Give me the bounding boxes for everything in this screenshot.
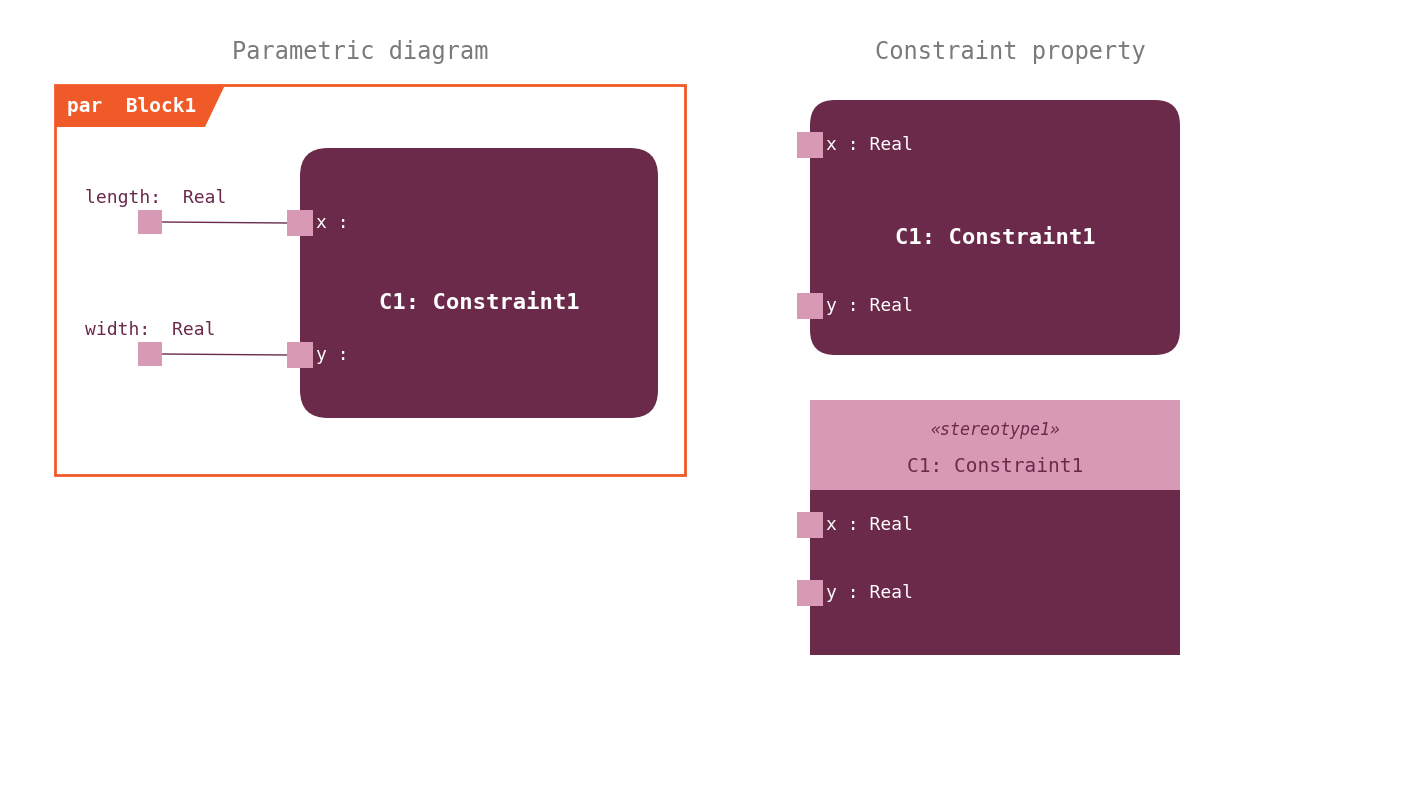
Bar: [797, 512, 822, 538]
Text: y : Real: y : Real: [825, 297, 914, 315]
Text: y :: y :: [316, 346, 349, 364]
Bar: [797, 132, 822, 158]
Bar: [287, 342, 313, 368]
Text: C1: Constraint1: C1: Constraint1: [906, 457, 1083, 477]
Text: length:  Real: length: Real: [85, 189, 226, 207]
Text: C1: Constraint1: C1: Constraint1: [379, 293, 579, 313]
Text: «stereotype1»: «stereotype1»: [931, 421, 1060, 439]
Text: y : Real: y : Real: [825, 584, 914, 602]
Bar: [138, 342, 162, 366]
Bar: [138, 210, 162, 234]
Bar: [810, 490, 1180, 655]
Bar: [55, 85, 684, 475]
Text: C1: Constraint1: C1: Constraint1: [895, 228, 1096, 247]
FancyBboxPatch shape: [300, 148, 657, 418]
Text: Parametric diagram: Parametric diagram: [232, 40, 488, 64]
FancyBboxPatch shape: [810, 100, 1180, 355]
Text: x : Real: x : Real: [825, 516, 914, 534]
Text: width:  Real: width: Real: [85, 321, 215, 339]
Text: x :: x :: [316, 214, 349, 232]
Polygon shape: [55, 85, 225, 127]
Text: x : Real: x : Real: [825, 136, 914, 154]
Text: Constraint property: Constraint property: [875, 40, 1146, 64]
Bar: [287, 210, 313, 236]
Bar: [797, 293, 822, 319]
Bar: [810, 400, 1180, 490]
Text: par  Block1: par Block1: [67, 96, 196, 116]
Bar: [797, 580, 822, 606]
